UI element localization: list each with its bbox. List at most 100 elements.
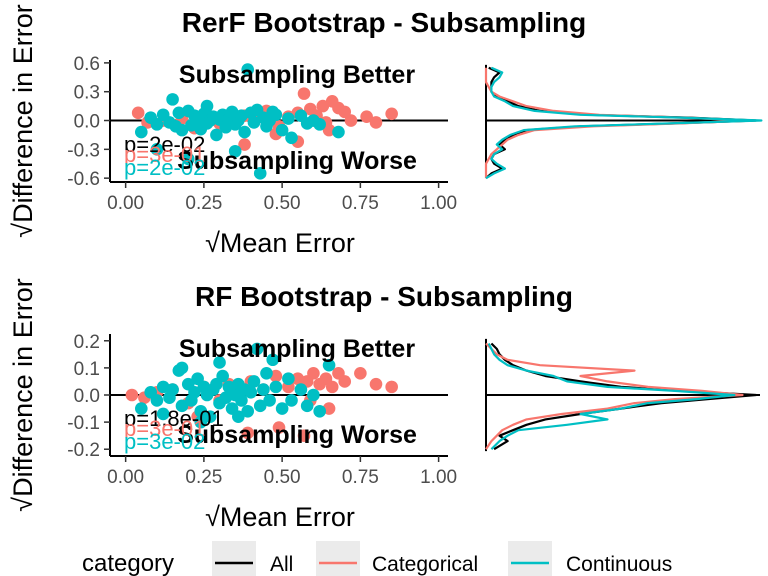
legend-key-bg xyxy=(508,541,552,576)
data-point-continuous xyxy=(150,143,164,156)
x-tick-label: 0.00 xyxy=(107,193,144,214)
data-point-continuous xyxy=(172,106,186,120)
data-point-continuous xyxy=(194,415,208,429)
data-point-continuous xyxy=(294,383,308,396)
p-value-label: p=1.8e-01 xyxy=(124,406,224,431)
y-tick-label: 0.6 xyxy=(74,54,100,75)
chart-title: RF Bootstrap - Subsampling xyxy=(195,281,573,312)
data-point-categorical xyxy=(369,377,383,391)
legend-key-bg xyxy=(212,541,256,576)
y-tick-label: 0.0 xyxy=(74,112,100,133)
data-point-categorical xyxy=(316,99,330,113)
data-point-continuous xyxy=(203,410,217,423)
density-curve-categorical xyxy=(485,342,744,450)
data-point-continuous xyxy=(285,394,298,407)
data-point-categorical xyxy=(338,105,352,119)
data-point-continuous xyxy=(244,385,258,399)
data-point-continuous xyxy=(213,356,226,369)
y-tick-label: 0.0 xyxy=(74,386,100,407)
density-curve-continuous xyxy=(485,66,763,180)
density-curve-continuous xyxy=(487,343,736,450)
data-point-continuous xyxy=(228,144,242,158)
y-axis-label: √Difference in Error xyxy=(8,278,38,511)
data-point-continuous xyxy=(210,128,223,142)
data-point-continuous xyxy=(275,123,289,137)
y-tick-label: -0.1 xyxy=(67,413,100,434)
data-point-continuous xyxy=(150,118,164,131)
annotation-better: Subsampling Better xyxy=(179,335,415,363)
data-point-continuous xyxy=(250,342,264,356)
data-point-continuous xyxy=(257,383,270,396)
annotation-worse: Subsampling Worse xyxy=(177,421,417,449)
data-point-categorical xyxy=(369,116,383,129)
y-tick-label: 0.1 xyxy=(74,359,100,380)
data-point-categorical xyxy=(125,388,139,402)
data-point-continuous xyxy=(247,116,261,129)
data-point-continuous xyxy=(266,105,280,119)
x-tick-label: 0.75 xyxy=(342,467,379,488)
data-point-continuous xyxy=(266,353,280,367)
data-point-categorical xyxy=(385,380,398,394)
data-point-categorical xyxy=(360,110,373,123)
data-point-continuous xyxy=(282,372,295,386)
data-point-continuous xyxy=(260,367,273,380)
data-point-categorical xyxy=(272,421,286,434)
legend-key-bg xyxy=(316,541,360,576)
data-point-continuous xyxy=(241,63,255,76)
data-point-categorical xyxy=(307,367,320,380)
data-point-continuous xyxy=(247,375,261,388)
data-point-continuous xyxy=(175,361,189,375)
x-tick-label: 0.00 xyxy=(107,467,144,488)
data-point-continuous xyxy=(313,118,326,131)
x-tick-label: 0.75 xyxy=(342,193,379,214)
data-point-continuous xyxy=(166,383,179,396)
data-point-continuous xyxy=(263,394,276,407)
data-point-continuous xyxy=(134,125,148,139)
p-value-label: p=2e-02 xyxy=(124,155,205,180)
y-tick-label: -0.2 xyxy=(67,440,100,461)
data-point-continuous xyxy=(238,125,251,139)
data-point-continuous xyxy=(181,152,195,166)
x-axis-label: √Mean Error xyxy=(205,502,355,532)
y-tick-label: 0.2 xyxy=(74,332,100,353)
x-tick-label: 1.00 xyxy=(420,193,457,214)
data-point-categorical xyxy=(344,114,358,127)
data-point-continuous xyxy=(134,402,148,415)
data-point-continuous xyxy=(253,167,267,180)
data-point-categorical xyxy=(241,426,255,440)
p-value-label: p=3e-01 xyxy=(124,416,205,441)
data-point-categorical xyxy=(385,107,398,121)
data-point-continuous xyxy=(322,358,336,372)
data-point-categorical xyxy=(338,375,352,388)
data-point-continuous xyxy=(300,399,314,413)
y-tick-label: -0.6 xyxy=(67,169,100,190)
data-point-continuous xyxy=(169,119,183,133)
data-point-continuous xyxy=(282,112,295,125)
y-axis-label: √Difference in Error xyxy=(8,4,38,237)
density-curve-all xyxy=(490,342,758,451)
data-point-continuous xyxy=(175,399,189,413)
legend-title: category xyxy=(82,550,174,576)
data-point-continuous xyxy=(307,388,320,402)
data-point-categorical xyxy=(297,429,311,442)
chart-title: RerF Bootstrap - Subsampling xyxy=(182,7,586,38)
x-tick-label: 0.50 xyxy=(264,193,301,214)
legend-item-label: Categorical xyxy=(372,553,478,576)
data-point-continuous xyxy=(156,407,170,421)
data-point-categorical xyxy=(297,87,311,100)
p-value-label: p=2e-02 xyxy=(124,132,205,157)
data-point-continuous xyxy=(188,385,201,399)
data-point-continuous xyxy=(241,404,255,418)
annotation-better: Subsampling Better xyxy=(179,61,415,89)
data-point-categorical xyxy=(325,380,339,394)
data-point-categorical xyxy=(131,106,145,120)
data-point-continuous xyxy=(166,93,179,106)
data-point-continuous xyxy=(313,404,326,418)
p-value-label: p=3e-02 xyxy=(124,429,205,454)
data-point-continuous xyxy=(150,394,164,407)
x-tick-label: 0.25 xyxy=(185,467,222,488)
x-tick-label: 0.25 xyxy=(185,193,222,214)
data-point-continuous xyxy=(253,399,267,413)
data-point-continuous xyxy=(235,394,248,407)
